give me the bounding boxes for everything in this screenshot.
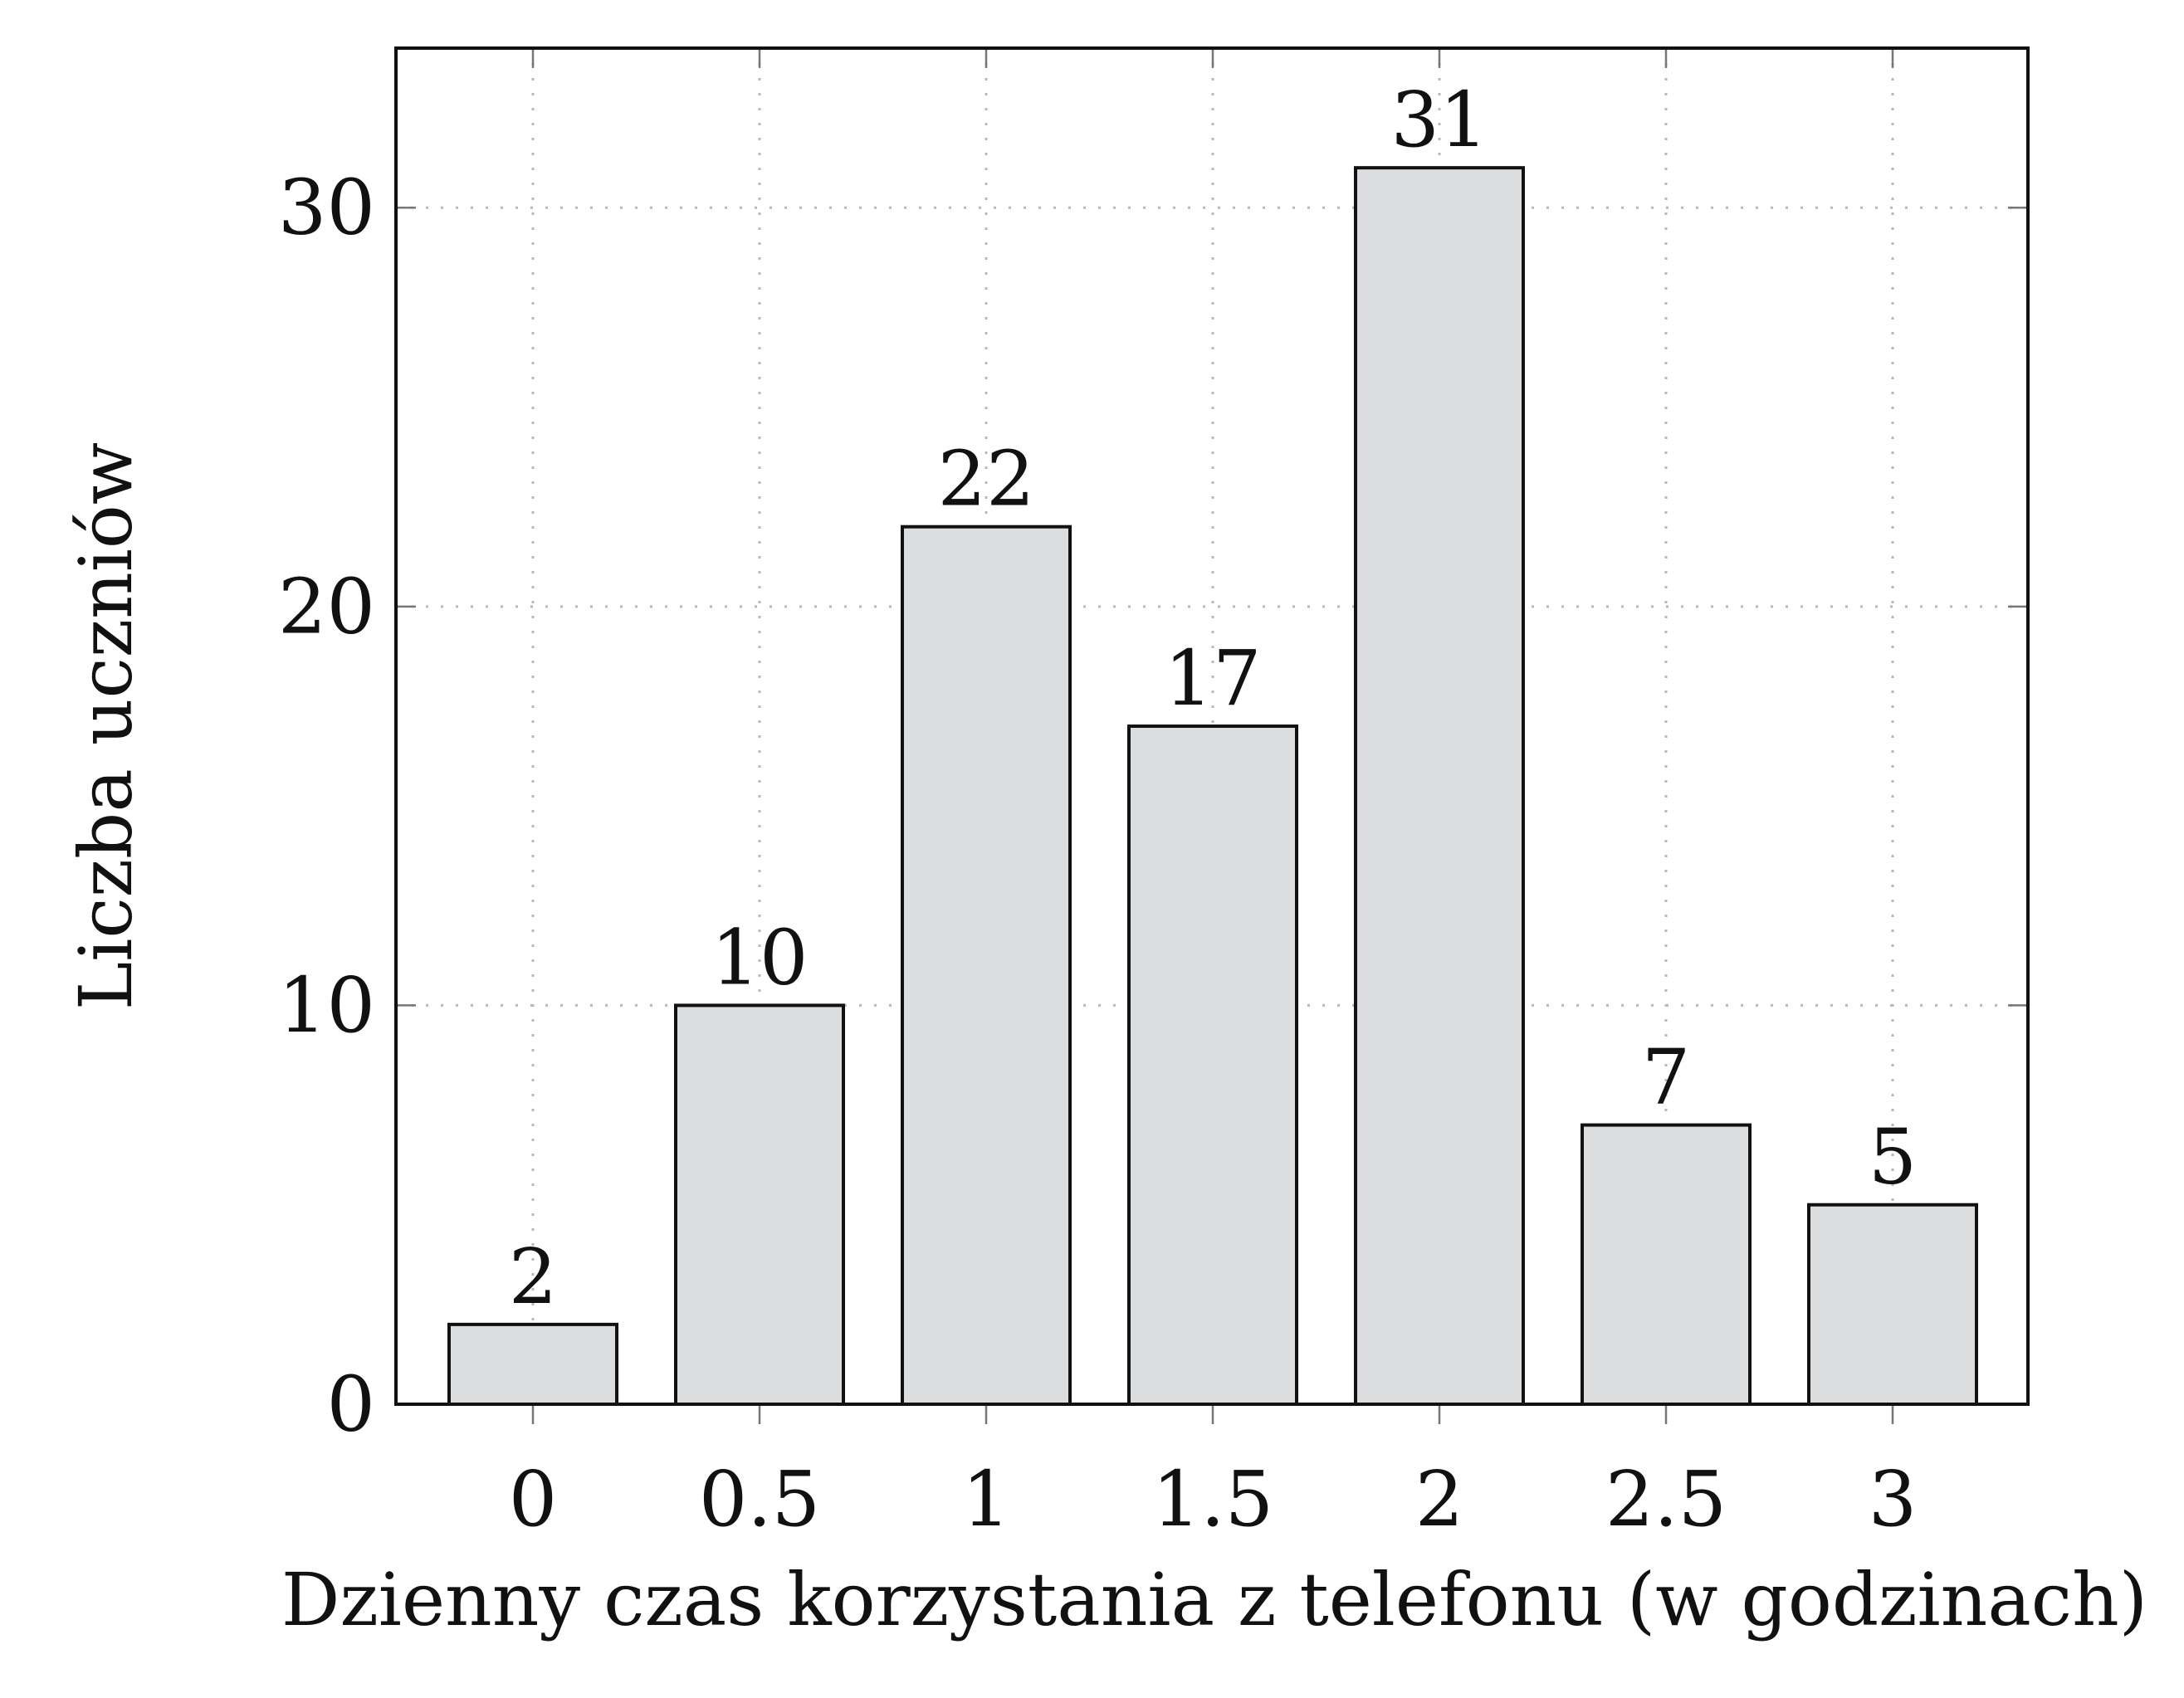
data-label-0: 2 xyxy=(509,1232,558,1321)
data-label-0.5: 10 xyxy=(711,913,808,1002)
y-tick-label: 20 xyxy=(278,562,375,651)
y-tick-labels: 0 10 20 30 xyxy=(278,163,375,1449)
x-tick-label: 0 xyxy=(509,1455,558,1544)
x-axis-label: Dzienny czas korzystania z telefonu (w g… xyxy=(281,1557,2147,1642)
x-tick-label: 1.5 xyxy=(1152,1455,1273,1544)
bars xyxy=(447,166,1978,1407)
x-tick-label: 2 xyxy=(1415,1455,1464,1544)
x-tick-label: 2.5 xyxy=(1605,1455,1727,1544)
bar-3 xyxy=(1807,1203,1978,1407)
x-tick-labels: 0 0.5 1 1.5 2 2.5 3 xyxy=(509,1455,1918,1544)
bar-0 xyxy=(447,1322,618,1406)
bar-2 xyxy=(1354,166,1525,1406)
bar-1.5 xyxy=(1127,725,1298,1406)
y-tick-label: 10 xyxy=(278,961,375,1050)
plot-frame xyxy=(394,46,2030,1406)
bar-1 xyxy=(901,525,1072,1406)
data-label-1.5: 17 xyxy=(1164,634,1261,723)
y-tick-label: 0 xyxy=(326,1360,375,1449)
data-label-2: 31 xyxy=(1390,76,1488,164)
data-labels: 2 10 22 17 31 7 5 xyxy=(509,76,1918,1321)
x-tick-label: 0.5 xyxy=(699,1455,820,1544)
y-tick-label: 30 xyxy=(278,163,375,252)
data-label-3: 5 xyxy=(1869,1113,1918,1202)
x-tick-label: 1 xyxy=(962,1455,1011,1544)
data-label-2.5: 7 xyxy=(1642,1033,1691,1122)
x-tick-label: 3 xyxy=(1869,1455,1918,1544)
data-label-1: 22 xyxy=(937,435,1034,524)
y-axis-label: Liczba uczniów xyxy=(63,442,149,1010)
bar-0.5 xyxy=(674,1003,845,1406)
bar-2.5 xyxy=(1581,1123,1752,1407)
